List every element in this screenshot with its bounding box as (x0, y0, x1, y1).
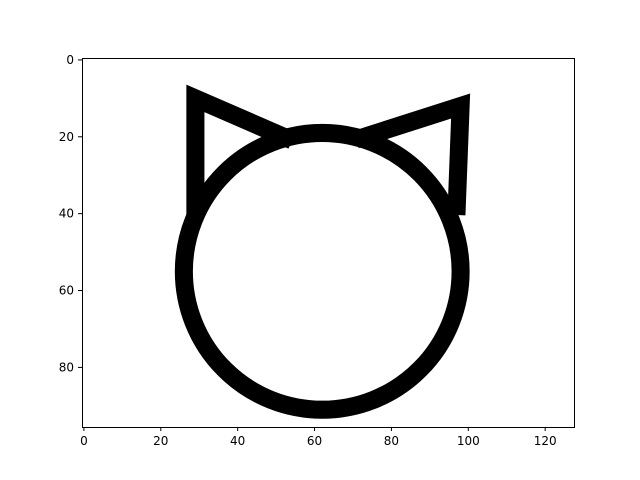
x-tick-label: 80 (384, 434, 399, 448)
x-tick-label: 120 (534, 434, 557, 448)
x-tick-label: 60 (307, 434, 322, 448)
x-tick-label: 100 (457, 434, 480, 448)
y-tick-label: 0 (66, 53, 74, 67)
y-tick-label: 60 (59, 284, 74, 298)
y-tick-label: 20 (59, 130, 74, 144)
left-ear (186, 84, 296, 216)
y-tick-label: 80 (59, 360, 74, 374)
x-tick-label: 0 (80, 434, 88, 448)
y-axis-ticks: 0 20 40 60 80 (59, 53, 82, 374)
x-tick-label: 20 (153, 434, 168, 448)
axes-frame (82, 58, 575, 428)
head-circle (174, 123, 470, 419)
right-ear (353, 93, 471, 216)
plot-area (174, 84, 471, 419)
y-tick-label: 40 (59, 207, 74, 221)
x-axis-ticks: 0 20 40 60 80 100 120 (80, 427, 557, 448)
x-tick-label: 40 (230, 434, 245, 448)
